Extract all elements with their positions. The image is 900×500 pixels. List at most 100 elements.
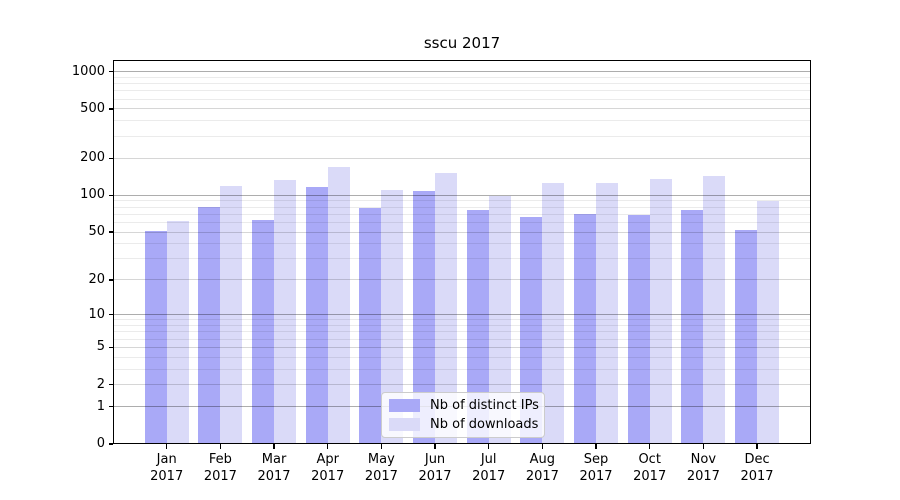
x-tick-label-feb: Feb 2017 [203, 452, 237, 484]
y-tick-mark-500 [109, 108, 113, 110]
legend-swatch-distinct-ips [389, 399, 420, 413]
chart-title: sscu 2017 [423, 34, 501, 52]
bar-sep-downloads [596, 182, 619, 444]
bar-jun-ips [413, 190, 436, 444]
legend-swatch-downloads [389, 417, 420, 431]
bar-jul-ips [466, 209, 489, 444]
y-tick-label-100: 100 [80, 187, 105, 203]
x-tick-mark-oct [649, 444, 651, 449]
x-tick-label-may: May 2017 [364, 452, 398, 484]
y-tick-label-20: 20 [88, 271, 105, 287]
gridline-20 [113, 279, 811, 281]
x-tick-mark-jun [434, 444, 436, 449]
x-tick-mark-jul [488, 444, 490, 449]
x-tick-label-sep: Sep 2017 [579, 452, 613, 484]
bar-dec-ips [735, 230, 758, 444]
x-tick-label-apr: Apr 2017 [311, 452, 345, 484]
bar-jan-ips [144, 231, 167, 444]
gridline-10 [113, 314, 811, 316]
x-tick-mark-aug [541, 444, 543, 449]
bar-mar-ips [252, 219, 275, 444]
bar-may-ips [359, 207, 382, 444]
gridline-100 [113, 194, 811, 196]
gridline-800 [113, 83, 811, 85]
y-tick-mark-20 [109, 279, 113, 281]
x-tick-label-dec: Dec 2017 [740, 452, 774, 484]
x-tick-mark-sep [595, 444, 597, 449]
gridline-70 [113, 213, 811, 215]
x-tick-mark-may [380, 444, 382, 449]
bar-nov-downloads [703, 176, 726, 444]
y-tick-mark-0 [109, 443, 113, 445]
y-tick-label-0: 0 [96, 436, 105, 451]
y-tick-label-200: 200 [80, 150, 105, 166]
bar-aug-downloads [542, 182, 565, 444]
y-tick-label-50: 50 [88, 224, 105, 240]
x-tick-label-mar: Mar 2017 [257, 452, 291, 484]
y-tick-mark-1 [109, 406, 113, 408]
bar-apr-downloads [327, 166, 350, 444]
gridline-300 [113, 135, 811, 137]
gridline-8 [113, 325, 811, 327]
gridline-30 [113, 258, 811, 260]
x-tick-mark-apr [327, 444, 329, 449]
gridline-90 [113, 200, 811, 202]
bar-feb-ips [198, 207, 221, 444]
gridline-2 [113, 384, 811, 386]
bar-oct-downloads [649, 178, 672, 444]
gridline-80 [113, 206, 811, 208]
y-tick-label-1: 1 [96, 398, 105, 414]
gridline-400 [113, 120, 811, 122]
x-tick-label-jul: Jul 2017 [472, 452, 506, 484]
gridline-4 [113, 356, 811, 358]
bar-oct-ips [627, 215, 650, 444]
plot-area: Nb of distinct IPs Nb of downloads [113, 60, 811, 444]
bar-sep-ips [574, 214, 597, 444]
legend-label-downloads: Nb of downloads [430, 416, 539, 432]
y-tick-mark-1000 [109, 71, 113, 73]
x-tick-label-aug: Aug 2017 [525, 452, 559, 484]
x-tick-label-jan: Jan 2017 [150, 452, 184, 484]
x-tick-label-jun: Jun 2017 [418, 452, 452, 484]
gridline-5 [113, 346, 811, 348]
gridline-7 [113, 331, 811, 333]
y-tick-label-500: 500 [80, 100, 105, 116]
y-tick-mark-5 [109, 346, 113, 349]
x-tick-mark-mar [273, 444, 275, 449]
y-tick-label-1000: 1000 [71, 63, 105, 79]
bar-nov-ips [681, 209, 704, 444]
bar-jul-downloads [488, 195, 511, 444]
gridline-900 [113, 76, 811, 78]
y-tick-mark-10 [109, 314, 113, 316]
gridline-60 [113, 221, 811, 223]
y-tick-label-10: 10 [88, 306, 105, 322]
x-tick-mark-jan [166, 444, 168, 449]
bar-jan-downloads [166, 220, 189, 444]
bar-apr-ips [305, 187, 328, 444]
legend-label-distinct-ips: Nb of distinct IPs [430, 398, 539, 414]
gridline-6 [113, 338, 811, 340]
x-tick-mark-nov [702, 444, 704, 449]
x-tick-mark-dec [756, 444, 758, 449]
gridline-50 [113, 231, 811, 233]
legend-row-downloads: Nb of downloads [382, 417, 544, 432]
bar-aug-ips [520, 217, 543, 444]
gridline-3 [113, 368, 811, 370]
legend: Nb of distinct IPs Nb of downloads [381, 392, 545, 438]
bar-feb-downloads [220, 185, 243, 444]
gridline-9 [113, 319, 811, 321]
y-tick-label-2: 2 [96, 376, 105, 392]
bar-mar-downloads [274, 180, 297, 444]
bar-jun-downloads [435, 172, 458, 444]
gridline-40 [113, 243, 811, 245]
y-tick-mark-100 [109, 194, 113, 196]
y-tick-mark-2 [109, 384, 113, 386]
gridline-500 [113, 108, 811, 110]
y-tick-mark-50 [109, 231, 113, 233]
bar-dec-downloads [757, 201, 780, 444]
gridline-700 [113, 90, 811, 92]
bar-may-downloads [381, 189, 404, 444]
x-tick-label-oct: Oct 2017 [633, 452, 667, 484]
gridline-200 [113, 157, 811, 159]
